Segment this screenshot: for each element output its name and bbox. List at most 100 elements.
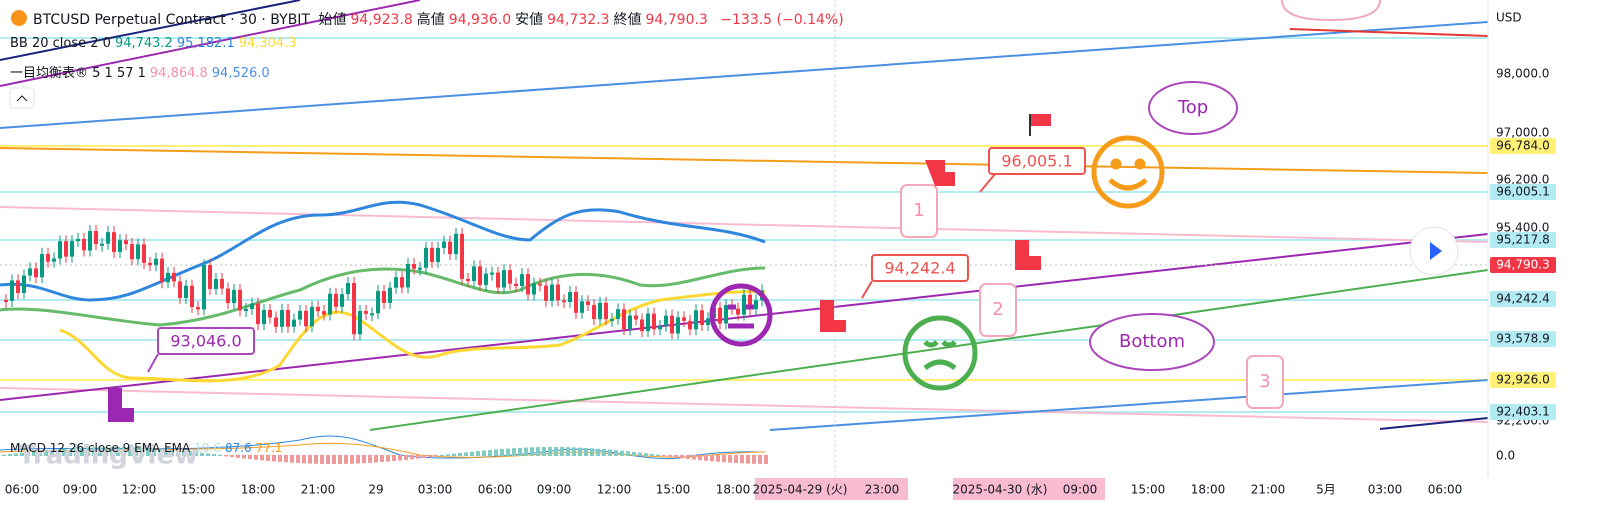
wave-label: 2 — [992, 299, 1003, 320]
candles — [4, 225, 764, 341]
histogram-bar — [602, 449, 606, 456]
candle-body — [100, 243, 104, 246]
candle-body — [688, 320, 692, 330]
candle-body — [538, 283, 542, 286]
candle-body — [262, 309, 266, 325]
candle-body — [178, 281, 182, 299]
price-badge — [1490, 257, 1556, 273]
callout-text: Top — [1177, 97, 1208, 118]
price-tick: 98,000.0 — [1496, 67, 1549, 81]
histogram-bar — [566, 447, 570, 456]
time-label: 03:00 — [1368, 483, 1403, 497]
candle-body — [304, 310, 308, 327]
candle-body — [526, 274, 530, 295]
indicator-value: 94,526.0 — [211, 66, 270, 81]
price-badge — [1490, 138, 1556, 154]
time-label: 18:00 — [1191, 483, 1226, 497]
candle-body — [256, 303, 260, 325]
candle-body — [346, 283, 350, 295]
histogram-bar — [110, 447, 114, 456]
candle-body — [334, 293, 338, 307]
time-label: 21:00 — [1251, 483, 1286, 497]
histogram-bar — [104, 447, 108, 456]
candle-body — [580, 301, 584, 313]
candle-body — [106, 232, 110, 244]
price-label: 96,005.1 — [1001, 152, 1072, 171]
bb-lower — [59, 290, 766, 383]
candle-body — [196, 307, 200, 310]
histogram-bar — [86, 447, 90, 456]
histogram-bar — [236, 455, 240, 458]
price-label: 93,046.0 — [170, 332, 241, 351]
sad-face — [902, 315, 978, 391]
histogram-bar — [554, 447, 558, 456]
histogram-bar — [758, 455, 762, 464]
candle-body — [112, 232, 116, 253]
candle-body — [532, 283, 536, 295]
candle-body — [232, 289, 236, 304]
candle-body — [214, 278, 218, 290]
play-icon — [1430, 242, 1442, 260]
histogram-bar — [524, 447, 528, 456]
callout-text: Bottom — [1119, 331, 1185, 352]
price-badge-label: 94,790.3 — [1496, 258, 1549, 272]
candle-body — [496, 272, 500, 288]
candle-body — [250, 303, 254, 310]
histogram-bar — [746, 455, 750, 464]
candle-body — [310, 306, 314, 327]
candle-body — [16, 280, 20, 293]
candle-body — [388, 287, 392, 303]
candle-body — [430, 247, 434, 262]
trend-line — [1289, 28, 1489, 37]
trend-line — [0, 206, 1489, 243]
flag — [1031, 114, 1051, 126]
candle-body — [400, 277, 404, 288]
histogram-bar — [398, 455, 402, 461]
ohlc-label: 終値 — [613, 12, 642, 28]
candle-body — [514, 283, 518, 287]
macd-pane — [0, 435, 768, 464]
histogram-bar — [146, 448, 150, 456]
candle-body — [436, 247, 440, 262]
histogram-bar — [98, 447, 102, 456]
time-highlight — [953, 478, 1105, 500]
histogram-bar — [662, 455, 666, 457]
price-badge-label: 94,242.4 — [1496, 292, 1549, 306]
histogram-bar — [116, 447, 120, 456]
histogram-bar — [314, 455, 318, 464]
histogram-bar — [44, 450, 48, 456]
collapse-button[interactable] — [9, 87, 35, 109]
ohlc-label: 安値 — [515, 12, 544, 28]
histogram-bar — [686, 455, 690, 459]
histogram-bar — [128, 447, 132, 456]
ohlc-value: 94,732.3 — [547, 12, 610, 28]
histogram-bar — [722, 455, 726, 463]
candle-body — [82, 238, 86, 251]
candle-body — [364, 311, 368, 314]
histogram-bar — [578, 447, 582, 456]
candle-body — [502, 270, 506, 288]
candle-body — [322, 311, 326, 315]
histogram-bar — [80, 447, 84, 456]
candle-body — [166, 272, 170, 283]
time-label: 2025-04-30 (水) — [953, 483, 1048, 497]
candle-body — [598, 302, 602, 320]
wave-box — [900, 184, 938, 238]
candle-body — [754, 300, 758, 310]
histogram-bar — [332, 455, 336, 464]
price-badge-label: 92,403.1 — [1496, 405, 1549, 419]
candle-body — [220, 278, 224, 289]
histogram-bar — [134, 447, 138, 456]
signal-line — [0, 442, 766, 458]
histogram-bar — [422, 455, 426, 459]
wave-box — [1246, 355, 1284, 409]
histogram-bar — [74, 448, 78, 456]
candle-body — [358, 311, 362, 335]
histogram-bar — [8, 454, 12, 456]
histogram-bar — [200, 452, 204, 456]
price-badge — [1490, 291, 1556, 307]
histogram-bar — [290, 455, 294, 463]
histogram-bar — [392, 455, 396, 462]
histogram-bar — [620, 450, 624, 456]
candle-body — [238, 289, 242, 311]
